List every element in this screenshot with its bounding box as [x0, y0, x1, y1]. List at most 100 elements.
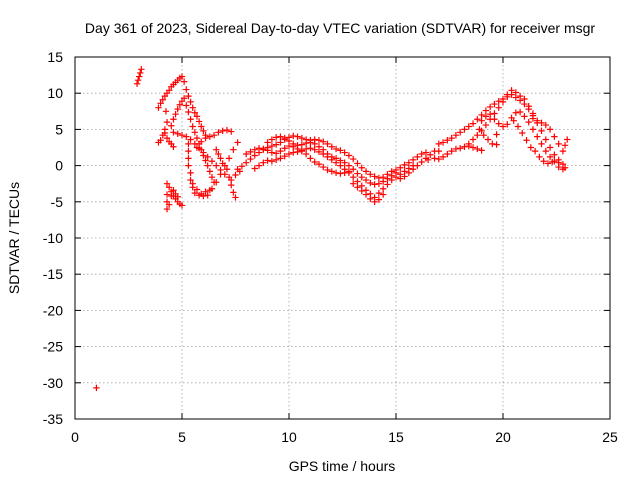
data-point: [354, 160, 361, 167]
data-point: [290, 140, 297, 148]
data-point: [215, 150, 222, 158]
data-point: [187, 176, 194, 184]
data-point: [157, 100, 164, 107]
data-point: [529, 126, 537, 133]
data-point: [285, 137, 293, 145]
data-point: [332, 145, 340, 153]
data-point: [521, 113, 528, 120]
data-point: [247, 148, 254, 156]
data-point: [272, 150, 280, 157]
data-point: [486, 103, 494, 111]
data-point: [469, 144, 477, 151]
data-point: [476, 126, 483, 133]
plot-frame: [74, 56, 611, 420]
data-point: [234, 139, 241, 146]
data-point: [375, 180, 383, 187]
data-point: [191, 109, 199, 116]
data-point: [260, 145, 267, 153]
data-point: [337, 157, 344, 164]
data-point: [350, 166, 357, 173]
data-point: [204, 153, 211, 161]
y-tick-label: -10: [43, 230, 63, 246]
data-point: [277, 139, 284, 146]
chart-title: Day 361 of 2023, Sidereal Day-to-day VTE…: [85, 20, 595, 36]
data-point: [183, 133, 190, 140]
data-point: [371, 198, 378, 205]
data-point: [155, 104, 162, 111]
data-point: [439, 153, 447, 161]
y-tick-label: 15: [47, 49, 63, 65]
data-point: [180, 95, 188, 102]
data-point: [176, 101, 184, 108]
data-point: [439, 139, 447, 146]
data-point: [170, 116, 177, 123]
data-point: [345, 152, 353, 159]
data-point: [204, 192, 211, 199]
data-point: [422, 149, 430, 156]
data-point: [491, 116, 498, 123]
data-point: [538, 127, 545, 135]
data-point: [491, 100, 498, 108]
data-point: [549, 158, 556, 166]
data-point: [225, 155, 233, 162]
data-point: [193, 113, 201, 120]
data-point: [478, 147, 485, 154]
data-point: [165, 87, 173, 94]
data-point: [478, 117, 485, 124]
data-point: [204, 162, 211, 169]
data-point: [193, 144, 201, 151]
data-point: [268, 136, 276, 143]
data-point: [302, 145, 310, 153]
data-point: [491, 110, 498, 117]
data-point: [264, 157, 271, 164]
data-point: [457, 145, 464, 152]
data-point: [478, 111, 485, 119]
data-point: [290, 132, 297, 140]
data-point: [234, 166, 241, 173]
data-point: [193, 186, 201, 193]
data-point: [133, 80, 141, 87]
data-point: [358, 173, 365, 181]
data-point: [525, 103, 532, 110]
data-point: [213, 146, 220, 153]
data-point: [277, 147, 284, 155]
data-point: [384, 181, 391, 188]
data-point: [482, 121, 490, 129]
data-point: [294, 148, 301, 156]
data-point: [465, 123, 472, 130]
data-point: [185, 92, 192, 100]
data-point: [435, 147, 442, 155]
data-point: [217, 155, 224, 162]
data-point: [311, 146, 318, 153]
data-point: [307, 145, 314, 152]
data-point: [168, 122, 175, 129]
data-point: [213, 179, 220, 186]
data-point: [504, 121, 511, 128]
y-tick-label: 10: [47, 85, 63, 101]
data-point: [243, 159, 250, 166]
y-axis-ticks: 15 10 5 0 -5 -10 -15 -20 -25 -30 -35: [43, 49, 610, 427]
data-point: [191, 189, 199, 197]
data-point: [198, 138, 205, 145]
data-point: [341, 159, 348, 166]
data-point: [418, 158, 425, 166]
data-point: [521, 95, 528, 103]
data-points: [93, 66, 571, 392]
data-point: [461, 143, 468, 150]
x-axis-title: GPS time / hours: [289, 458, 396, 474]
data-point: [264, 139, 271, 146]
data-point: [162, 108, 170, 115]
data-point: [178, 73, 186, 80]
data-point: [534, 117, 541, 124]
data-point: [260, 159, 267, 166]
y-tick-label: -25: [43, 339, 63, 355]
data-point: [392, 169, 400, 177]
data-point: [362, 191, 370, 198]
data-point: [170, 187, 177, 194]
data-point: [202, 188, 209, 195]
data-point: [495, 97, 502, 105]
data-point: [264, 147, 271, 154]
data-point: [290, 149, 297, 156]
data-point: [384, 175, 391, 182]
data-point: [337, 170, 344, 177]
